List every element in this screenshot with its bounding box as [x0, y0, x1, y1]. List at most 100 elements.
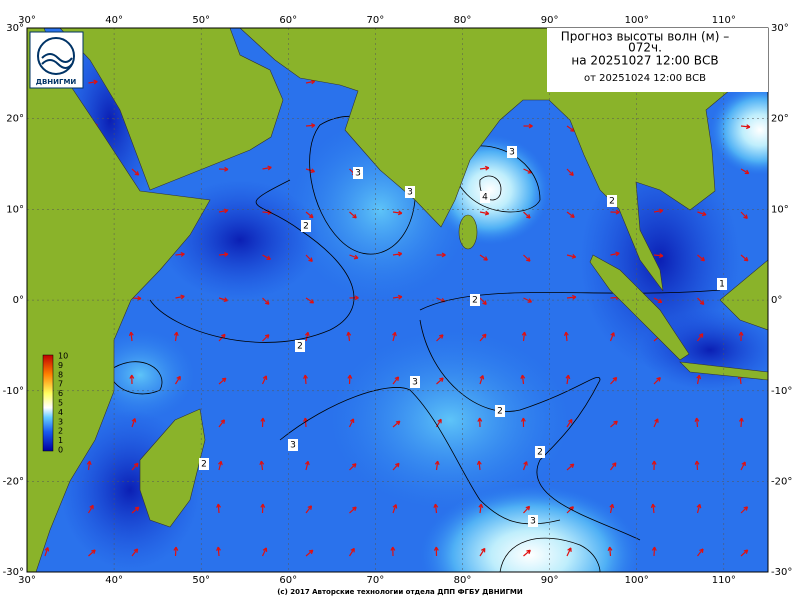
arrow: [479, 254, 488, 261]
lat-label-left: -30°: [3, 567, 24, 578]
colorbar-label: 5: [58, 399, 63, 408]
contour-label: 2: [472, 296, 478, 306]
arrow: [520, 374, 526, 385]
colorbar-label: 3: [58, 417, 63, 426]
arrow: [88, 79, 98, 85]
contour-label: 2: [297, 342, 303, 352]
arrow: [174, 375, 181, 385]
arrow: [479, 210, 490, 216]
title: Прогноз высоты волн (м) –: [561, 30, 729, 44]
colorbar-label: 8: [58, 370, 63, 379]
contour-label-bg: [528, 515, 538, 527]
arrow: [262, 254, 271, 260]
arrow: [305, 549, 314, 557]
arrow: [523, 254, 531, 262]
lon-label-top: 80°: [454, 15, 472, 26]
arrow: [610, 420, 618, 428]
arrow: [610, 462, 617, 471]
contour-label: 3: [530, 517, 536, 527]
map-frame: [26, 27, 769, 573]
contour-label: 3: [509, 148, 515, 158]
logo: ДВНИГМИ: [29, 31, 84, 89]
arrow: [738, 331, 744, 342]
logo-emblem: [37, 37, 75, 75]
arrow: [305, 254, 313, 262]
arrow: [566, 211, 575, 218]
arrow: [260, 417, 266, 428]
arrow: [566, 418, 573, 428]
arrow: [216, 546, 221, 557]
arrow: [566, 254, 577, 259]
contour-label-bg: [353, 167, 363, 179]
arrow: [216, 503, 221, 514]
arrow: [392, 251, 403, 257]
arrow: [304, 331, 310, 342]
arrow: [261, 547, 268, 557]
lon-label-bottom: 100°: [625, 575, 649, 586]
arrow: [392, 420, 401, 428]
arrow: [436, 334, 444, 342]
arrow: [610, 209, 620, 215]
lat-label-right: 10°: [771, 204, 789, 215]
contour-label: 3: [355, 169, 361, 179]
lat-label-left: -20°: [3, 477, 24, 488]
arrow: [653, 253, 664, 259]
graticule: [27, 28, 768, 572]
axis-labels: 30°30°40°40°50°50°60°60°70°70°80°80°90°9…: [3, 15, 793, 586]
lon-label-bottom: 90°: [541, 575, 559, 586]
contour-label-bg: [507, 146, 517, 158]
arrow: [740, 168, 750, 175]
arrow: [218, 208, 229, 214]
lon-label-bottom: 110°: [712, 575, 736, 586]
arrow: [218, 419, 226, 428]
contour-label: 3: [412, 378, 418, 388]
arrow: [740, 124, 751, 130]
arrow: [173, 546, 179, 557]
land: [27, 28, 768, 572]
colorbar-label: 2: [58, 427, 63, 436]
arrow: [131, 506, 140, 514]
logo-waves: [41, 53, 73, 69]
contour-label: 2: [609, 197, 615, 207]
arrow: [740, 506, 749, 514]
arrow: [738, 417, 744, 428]
arrow: [218, 166, 229, 172]
arrow: [392, 210, 403, 216]
contour-label-bg: [607, 195, 617, 207]
arrow: [565, 374, 571, 385]
arrow: [346, 331, 352, 342]
contour-label: 2: [537, 448, 543, 458]
contour-label: 3: [290, 441, 296, 451]
arrow: [262, 165, 272, 171]
arrow: [479, 375, 485, 385]
arrow: [131, 462, 139, 471]
contour-label: 1: [719, 280, 725, 290]
arrow: [86, 460, 92, 471]
contour-label-bg: [480, 191, 490, 203]
lat-label-left: -10°: [3, 386, 24, 397]
contour-label-bg: [470, 294, 480, 306]
arrow: [392, 331, 397, 342]
arrow: [476, 460, 482, 471]
arrow: [131, 418, 137, 428]
lat-label-left: 30°: [6, 23, 24, 34]
lon-label-bottom: 40°: [105, 575, 123, 586]
arrow: [88, 549, 96, 557]
arrow: [349, 211, 357, 219]
arrow: [697, 297, 705, 305]
colorbar: [42, 354, 54, 452]
arrow: [610, 251, 620, 257]
lead-time: 072ч.: [628, 41, 662, 55]
lon-label-top: 30°: [18, 15, 36, 26]
arrow: [479, 297, 487, 306]
arrow: [218, 460, 223, 471]
arrow: [696, 374, 702, 385]
arrow: [566, 547, 572, 557]
lat-label-left: 0°: [13, 295, 24, 306]
arrow: [129, 374, 135, 385]
arrow: [348, 418, 355, 428]
arrow: [610, 376, 618, 385]
arrow: [740, 549, 749, 557]
